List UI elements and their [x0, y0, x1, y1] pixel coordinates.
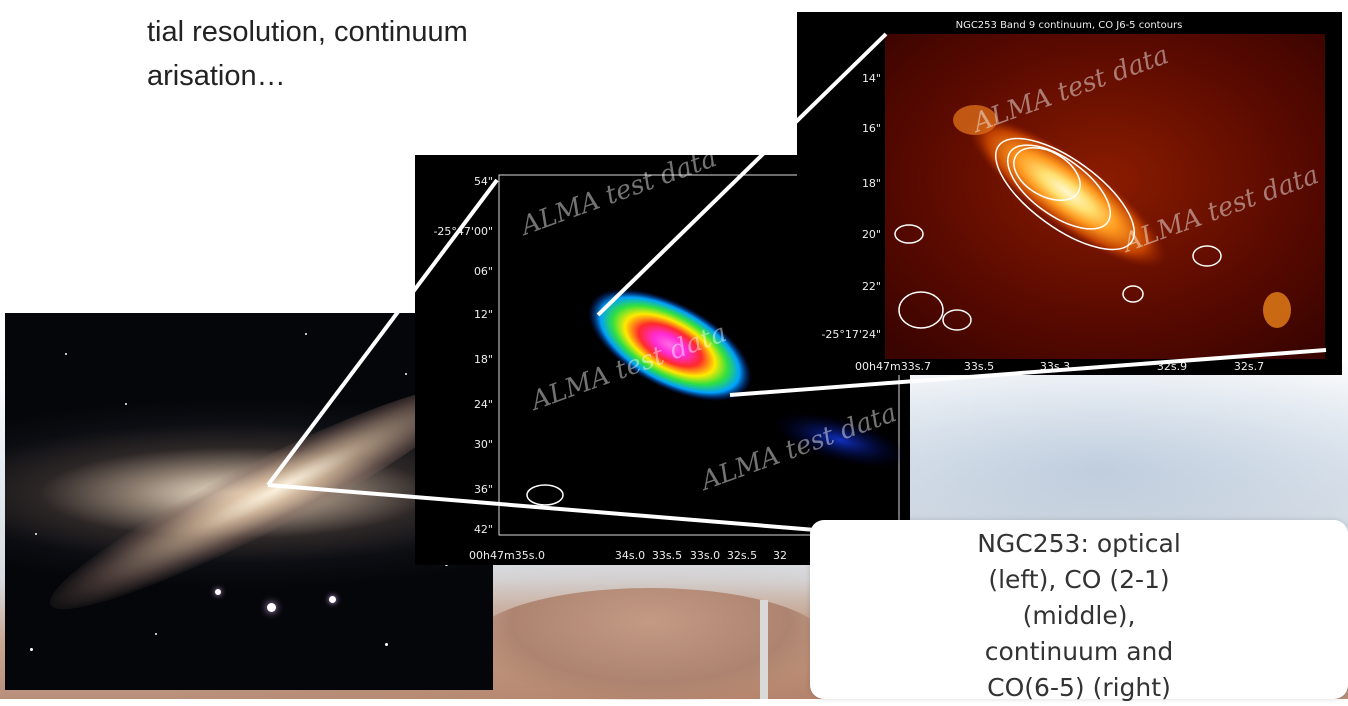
watermark: ALMA test data: [515, 155, 720, 242]
ra-tick-label: 00h47m35s.0: [469, 549, 545, 562]
co-emission: [588, 288, 752, 402]
ra-tick-label: 33s.0: [690, 549, 720, 562]
co65-contour: [1013, 147, 1081, 201]
dec-tick-label: 22": [862, 280, 881, 293]
star: [30, 648, 33, 651]
dec-tick-label: 12": [474, 308, 493, 321]
slide-text-line1: tial resolution, continuum: [147, 16, 468, 48]
star: [65, 353, 67, 355]
ra-tick-label: 32s.7: [1234, 360, 1264, 373]
ra-axis: 00h47m35s.0 34s.0 33s.5 33s.0 32s.5 32: [469, 549, 787, 562]
dec-axis: 54" -25°47'00" 06" 12" 18" 24" 30" 36" 42": [433, 175, 493, 536]
ra-tick-label: 00h47m33s.7: [855, 360, 931, 373]
dec-tick-label: 14": [862, 72, 881, 85]
star: [35, 533, 37, 535]
slide-text-line2: arisation…: [147, 60, 286, 92]
caption-box: NGC253: optical (left), CO (2-1) (middle…: [810, 520, 1348, 702]
faint-emission: [772, 412, 908, 468]
ra-axis: 00h47m33s.7 33s.5 33s.3 32s.9 32s.7: [855, 360, 1264, 373]
ra-tick-label: 32s.5: [727, 549, 757, 562]
right-panel-title: NGC253 Band 9 continuum, CO J6-5 contour…: [956, 20, 1183, 31]
dec-tick-label: -25°17'24": [821, 328, 881, 341]
dec-tick-label: 18": [474, 353, 493, 366]
band9-continuum-panel: NGC253 Band 9 continuum, CO J6-5 contour…: [797, 12, 1342, 375]
dec-tick-label: 20": [862, 228, 881, 241]
ra-tick-label: 33s.5: [964, 360, 994, 373]
ra-tick-label: 33s.3: [1040, 360, 1070, 373]
star: [329, 596, 336, 603]
dec-tick-label: 24": [474, 398, 493, 411]
caption-text: NGC253: optical (left), CO (2-1) (middle…: [977, 528, 1181, 702]
slide-text: tial resolution, continuum arisation…: [0, 10, 468, 98]
star: [267, 603, 276, 612]
dec-tick-label: 16": [862, 122, 881, 135]
background-antenna: [760, 600, 768, 699]
star: [155, 633, 157, 635]
beam-ellipse: [526, 484, 564, 506]
co65-contour: [994, 137, 1136, 251]
dec-tick-label: 36": [474, 483, 493, 496]
ra-tick-label: 33s.5: [652, 549, 682, 562]
dec-tick-label: 06": [474, 265, 493, 278]
dec-tick-label: 30": [474, 438, 493, 451]
star: [405, 373, 407, 375]
dec-axis: 14" 16" 18" 20" 22" -25°17'24": [821, 72, 881, 341]
ra-tick-label: 32s.9: [1157, 360, 1187, 373]
co65-contour: [1006, 144, 1112, 230]
star: [125, 403, 127, 405]
star: [215, 589, 221, 595]
dec-tick-label: -25°47'00": [433, 225, 493, 238]
band9-map-plot: NGC253 Band 9 continuum, CO J6-5 contour…: [821, 20, 1325, 373]
ra-tick-label: 34s.0: [615, 549, 645, 562]
star: [385, 643, 388, 646]
dec-tick-label: 42": [474, 523, 493, 536]
beam-ellipse: [898, 291, 944, 329]
star: [305, 333, 307, 335]
dec-tick-label: 54": [474, 175, 493, 188]
ra-tick-label: 32: [773, 549, 787, 562]
background-hill: [470, 588, 830, 700]
dec-tick-label: 18": [862, 177, 881, 190]
